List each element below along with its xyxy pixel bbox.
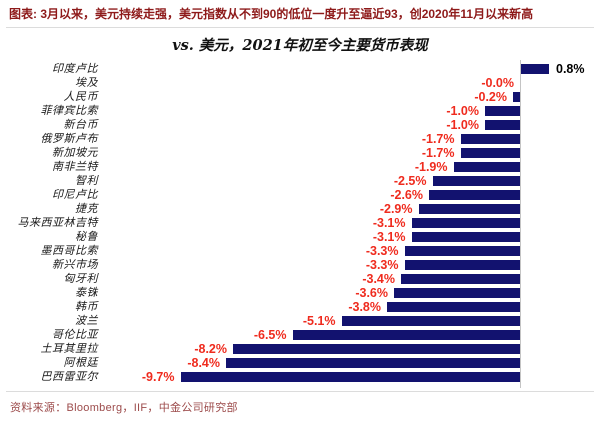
- category-label: 墨西哥比索: [40, 244, 98, 257]
- bar: [429, 190, 520, 200]
- category-label: 马来西亚林吉特: [17, 216, 98, 229]
- chart-row: 波兰 -5.1%: [0, 314, 600, 328]
- bar: [485, 120, 520, 130]
- bar: [292, 330, 520, 340]
- value-label: -0.2%: [474, 90, 507, 104]
- value-label: -3.6%: [355, 286, 388, 300]
- chart-row: 印度卢比 0.8%: [0, 62, 600, 76]
- zero-axis-line: [520, 60, 521, 388]
- chart-row: 匈牙利 -3.4%: [0, 272, 600, 286]
- value-label: -1.0%: [446, 118, 479, 132]
- chart-row: 墨西哥比索 -3.3%: [0, 244, 600, 258]
- bar: [387, 302, 520, 312]
- category-label: 新台币: [63, 118, 98, 131]
- bar: [411, 218, 520, 228]
- category-label: 土耳其里拉: [40, 342, 98, 355]
- bar: [460, 134, 520, 144]
- chart-row: 马来西亚林吉特 -3.1%: [0, 216, 600, 230]
- category-label: 巴西雷亚尔: [40, 370, 98, 383]
- value-label: -2.9%: [379, 202, 413, 216]
- category-label: 印尼卢比: [52, 188, 98, 201]
- value-label: -1.9%: [414, 160, 448, 174]
- value-label: -1.0%: [446, 104, 479, 118]
- chart-row: 南非兰特 -1.9%: [0, 160, 600, 174]
- category-label: 新兴市场: [52, 258, 98, 271]
- category-label: 埃及: [75, 76, 98, 89]
- chart-row: 埃及 -0.0%: [0, 76, 600, 90]
- bar: [485, 106, 520, 116]
- bar: [404, 246, 520, 256]
- category-label: 人民币: [63, 90, 98, 103]
- chart-row: 秘鲁 -3.1%: [0, 230, 600, 244]
- value-label: -1.7%: [421, 132, 455, 146]
- category-label: 俄罗斯卢布: [40, 132, 98, 145]
- value-label: -3.8%: [348, 300, 381, 314]
- chart-row: 泰铢 -3.6%: [0, 286, 600, 300]
- chart-row: 新兴市场 -3.3%: [0, 258, 600, 272]
- category-label: 匈牙利: [63, 272, 98, 285]
- chart-row: 人民币 -0.2%: [0, 90, 600, 104]
- bar: [513, 92, 520, 102]
- source-note: 资料来源：Bloomberg，IIF，中金公司研究部: [10, 402, 238, 414]
- chart-row: 土耳其里拉 -8.2%: [0, 342, 600, 356]
- category-label: 哥伦比亚: [52, 328, 98, 341]
- category-label: 捷克: [75, 202, 98, 215]
- category-label: 泰铢: [75, 286, 98, 299]
- value-label: -2.5%: [393, 174, 427, 188]
- chart-row: 阿根廷 -8.4%: [0, 356, 600, 370]
- value-label: -0.0%: [481, 76, 514, 90]
- value-label: -3.1%: [372, 230, 406, 244]
- value-label: -5.1%: [302, 314, 336, 328]
- bar: [411, 232, 520, 242]
- category-label: 波兰: [75, 314, 98, 327]
- bar: [404, 260, 520, 270]
- bottom-divider: [6, 391, 594, 392]
- bar: [394, 288, 520, 298]
- bar: [401, 274, 520, 284]
- bar: [341, 316, 520, 326]
- figure-caption: 图表: 3月以来，美元持续走强，美元指数从不到90的低位一度升至逼近93，创20…: [9, 7, 534, 21]
- category-label: 阿根廷: [63, 356, 98, 369]
- bar: [180, 372, 520, 382]
- top-divider: [6, 27, 594, 28]
- chart-row: 俄罗斯卢布 -1.7%: [0, 132, 600, 146]
- chart-row: 印尼卢比 -2.6%: [0, 188, 600, 202]
- chart-row: 捷克 -2.9%: [0, 202, 600, 216]
- value-label: -8.4%: [187, 356, 220, 370]
- bar-chart: 印度卢比 0.8% 埃及 -0.0% 人民币 -0.2% 菲律宾比索 -1.0% 新台币 -1.0…: [0, 60, 600, 388]
- category-label: 秘鲁: [75, 230, 98, 243]
- value-label: -2.6%: [390, 188, 423, 202]
- chart-row: 菲律宾比索 -1.0%: [0, 104, 600, 118]
- value-label: -3.4%: [362, 272, 395, 286]
- category-label: 韩币: [75, 300, 98, 313]
- bar: [453, 162, 520, 172]
- category-label: 新加坡元: [52, 146, 98, 159]
- chart-row: 新加坡元 -1.7%: [0, 146, 600, 160]
- chart-row: 韩币 -3.8%: [0, 300, 600, 314]
- chart-row: 哥伦比亚 -6.5%: [0, 328, 600, 342]
- value-label: -3.3%: [365, 258, 399, 272]
- value-label: -1.7%: [421, 146, 455, 160]
- bar: [521, 64, 549, 74]
- chart-row: 智利 -2.5%: [0, 174, 600, 188]
- bar: [460, 148, 520, 158]
- chart-row: 新台币 -1.0%: [0, 118, 600, 132]
- category-label: 智利: [75, 174, 98, 187]
- value-label: -6.5%: [253, 328, 287, 342]
- bar: [233, 344, 520, 354]
- value-label: -3.1%: [372, 216, 406, 230]
- value-label: -9.7%: [141, 370, 175, 384]
- bar: [432, 176, 520, 186]
- category-label: 印度卢比: [52, 62, 98, 75]
- value-label: 0.8%: [556, 62, 585, 76]
- category-label: 菲律宾比索: [40, 104, 98, 117]
- bar: [418, 204, 520, 214]
- bar: [226, 358, 520, 368]
- value-label: -3.3%: [365, 244, 399, 258]
- chart-title: vs. 美元，2021年初至今主要货币表现: [172, 37, 428, 54]
- value-label: -8.2%: [194, 342, 227, 356]
- category-label: 南非兰特: [52, 160, 98, 173]
- chart-row: 巴西雷亚尔 -9.7%: [0, 370, 600, 384]
